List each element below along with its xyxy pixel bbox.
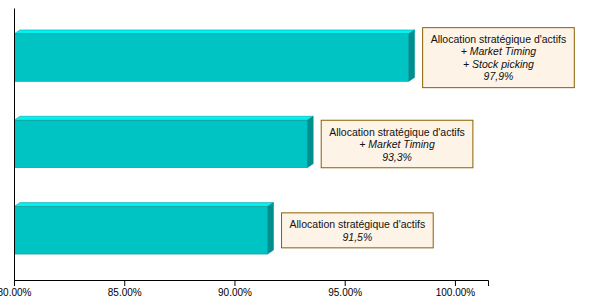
annotation-text: Allocation stratégique d'actifs bbox=[329, 126, 465, 138]
annotations: Allocation stratégique d'actifs91,5%Allo… bbox=[282, 28, 575, 248]
plot: 80.00% 85.00% 90.00% 95.00% 100.00% Allocatio… bbox=[0, 9, 574, 299]
annotation-text: Allocation stratégique d'actifs bbox=[290, 218, 426, 230]
annotation: Allocation stratégique d'actifs+ Market … bbox=[423, 28, 575, 88]
y-axis-line bbox=[14, 9, 15, 281]
x-tick-mark bbox=[234, 280, 235, 286]
bar-group bbox=[14, 116, 313, 167]
annotation-text: + Market Timing bbox=[461, 45, 537, 57]
annotation-text: 97,9% bbox=[484, 70, 514, 82]
annotation-box bbox=[423, 28, 575, 88]
bar-top-face bbox=[14, 203, 274, 207]
x-tick: 95.00% bbox=[328, 280, 362, 298]
x-tick-mark bbox=[14, 280, 15, 286]
x-tick: 90.00% bbox=[218, 280, 252, 298]
bar-top-face bbox=[14, 30, 415, 34]
bar-side-face bbox=[307, 116, 313, 167]
bar-group bbox=[14, 30, 415, 81]
bar-side-face bbox=[409, 30, 415, 81]
bar bbox=[14, 34, 409, 81]
annotation-text: 93,3% bbox=[382, 151, 412, 163]
x-tick-label: 100.00% bbox=[436, 287, 476, 298]
bar bbox=[14, 120, 307, 167]
annotation-text: 91,5% bbox=[342, 231, 372, 243]
x-tick: 80.00% bbox=[0, 280, 32, 298]
bar-side-face bbox=[268, 203, 274, 254]
bar bbox=[14, 207, 268, 254]
annotation: Allocation stratégique d'actifs91,5% bbox=[282, 213, 434, 248]
x-tick-label: 80.00% bbox=[0, 287, 32, 298]
x-tick-mark bbox=[455, 280, 456, 286]
x-tick-label: 85.00% bbox=[108, 287, 142, 298]
chart: 80.00% 85.00% 90.00% 95.00% 100.00% Allocatio… bbox=[0, 0, 598, 304]
x-tick: 85.00% bbox=[108, 280, 142, 298]
annotation-text: + Stock picking bbox=[463, 58, 534, 70]
bar-group bbox=[14, 203, 274, 254]
annotation-text: Allocation stratégique d'actifs bbox=[431, 33, 567, 45]
x-tick-label: 90.00% bbox=[218, 287, 252, 298]
x-tick-mark bbox=[345, 280, 346, 286]
x-axis: 80.00% 85.00% 90.00% 95.00% 100.00% bbox=[0, 280, 489, 298]
x-tick-label: 95.00% bbox=[328, 287, 362, 298]
bar-top-face bbox=[14, 116, 313, 120]
annotation: Allocation stratégique d'actifs+ Market … bbox=[321, 120, 473, 168]
annotation-box bbox=[321, 120, 473, 168]
x-tick: 100.00% bbox=[436, 280, 476, 298]
x-tick-mark bbox=[124, 280, 125, 286]
x-axis-line bbox=[15, 281, 489, 287]
annotation-text: + Market Timing bbox=[359, 138, 435, 150]
y-axis bbox=[14, 9, 16, 281]
annotation-box bbox=[282, 213, 434, 248]
